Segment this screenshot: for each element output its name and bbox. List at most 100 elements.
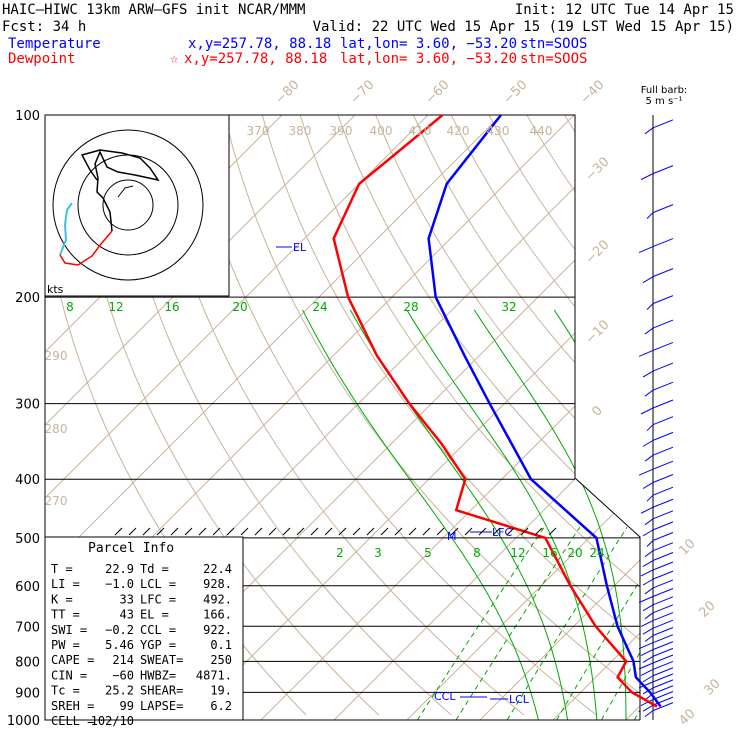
wind-barb-flag xyxy=(638,642,654,650)
wind-barb-flag xyxy=(644,454,654,462)
parcel-cell: 22.4 xyxy=(203,562,232,576)
parcel-cell: 166. xyxy=(203,608,232,622)
hatch-mark xyxy=(352,527,361,536)
hatch-mark xyxy=(184,527,193,536)
wind-barb xyxy=(652,446,674,456)
wind-barb xyxy=(652,510,674,520)
parcel-cell: EL = xyxy=(140,608,169,622)
wind-barb-flag xyxy=(642,276,654,284)
theta-label: 280 xyxy=(45,422,68,436)
wind-barb xyxy=(652,654,674,664)
dry-adiabat xyxy=(299,115,640,716)
wind-barb xyxy=(652,341,674,351)
moist-adiabat-label: 20 xyxy=(232,300,247,314)
pressure-tick-label: 500 xyxy=(15,532,40,547)
parcel-cell: 492. xyxy=(203,592,232,606)
wind-barb-flag xyxy=(638,349,654,357)
wind-barb-flag xyxy=(640,173,654,181)
hatch-mark xyxy=(128,527,137,536)
init-time: Init: 12 UTC Tue 14 Apr 15 xyxy=(515,2,734,18)
parcel-cell: 43 xyxy=(120,608,134,622)
hatch-mark xyxy=(464,527,473,536)
wind-barb xyxy=(652,295,674,305)
wind-barb-flag xyxy=(644,635,654,642)
hatch-mark xyxy=(338,527,347,536)
theta-label: 390 xyxy=(330,124,353,138)
isotherm-line xyxy=(45,115,429,720)
plot-frame xyxy=(45,114,641,720)
parcel-cell: Td = xyxy=(140,562,169,576)
theta-label: 400 xyxy=(370,124,393,138)
m-marker: M xyxy=(447,530,457,543)
wind-barb xyxy=(652,696,674,706)
parcel-cell: YGP = xyxy=(140,638,176,652)
wind-barb xyxy=(652,399,674,409)
dry-adiabat xyxy=(716,115,740,715)
wind-barb xyxy=(652,552,674,561)
wind-barb-flag xyxy=(644,587,654,595)
hatch-mark xyxy=(394,527,403,536)
wind-barb-flag xyxy=(642,482,654,489)
parcel-cell: 19. xyxy=(210,684,232,698)
isotherm-line xyxy=(187,115,640,720)
isotherm-label: −30 xyxy=(583,155,613,185)
dry-adiabat xyxy=(488,115,640,716)
parcel-info-box: Parcel Info T = 22.9 Td = 22.4 LI = −1.0 LCL = 9… xyxy=(44,536,244,728)
parcel-cell: HWBZ= xyxy=(140,668,176,682)
wind-barb-flag xyxy=(640,620,654,628)
hodograph-trace-upper xyxy=(80,149,160,232)
wind-barb-flag xyxy=(644,710,654,718)
dry-adiabat xyxy=(186,115,597,716)
pressure-tick-label: 900 xyxy=(15,686,40,701)
wind-barb-flag xyxy=(642,370,654,378)
wind-barb xyxy=(652,119,674,129)
wind-barb-flag xyxy=(644,550,654,558)
temperature-profile xyxy=(427,114,662,708)
wind-barb xyxy=(652,204,674,214)
wind-barb-flag xyxy=(638,246,654,254)
moist-adiabat-label: 28 xyxy=(403,300,418,314)
wind-barb xyxy=(652,570,674,580)
isotherm-label: 0 xyxy=(589,403,605,419)
wind-barb xyxy=(652,685,674,695)
parcel-cell: SWI = xyxy=(51,623,87,637)
wind-barb xyxy=(652,579,674,589)
wind-barb xyxy=(652,460,674,470)
moist-adiabat xyxy=(473,309,627,720)
hatch-mark xyxy=(156,527,165,536)
wind-barb xyxy=(652,532,674,541)
pressure-tick-label: 400 xyxy=(15,473,40,488)
mixing-ratio-label: 24 xyxy=(589,546,604,560)
hodograph-hook xyxy=(117,185,134,198)
moist-adiabat xyxy=(302,309,539,720)
wind-barb xyxy=(652,561,674,571)
wind-barb-flag xyxy=(642,675,654,683)
isotherm-label: 10 xyxy=(676,536,698,558)
moist-adiabat xyxy=(714,310,740,720)
parcel-cell: 22.9 xyxy=(105,562,134,576)
isotherm-line xyxy=(625,115,640,720)
mixing-ratio-label: 12 xyxy=(510,546,525,560)
model-title: HAIC–HIWC 13km ARW–GFS init NCAR/MMM xyxy=(2,2,305,18)
hatch-mark xyxy=(324,527,333,536)
isotherm-label: −10 xyxy=(583,318,613,348)
wind-barb-flag xyxy=(644,518,654,526)
temperature-xy: x,y=257.78, 88.18 xyxy=(188,36,331,52)
hatch-mark xyxy=(408,527,417,536)
parcel-cell: 0.1 xyxy=(210,638,232,652)
parcel-cell: SREH = xyxy=(51,699,94,713)
dry-adiabat xyxy=(261,115,640,716)
hodograph-ring xyxy=(52,129,204,281)
parcel-cell: CELL = xyxy=(51,714,94,728)
wind-barb xyxy=(652,604,674,614)
wind-barb-flag xyxy=(644,389,654,397)
barb-legend-title: Full barb: xyxy=(641,85,688,96)
wind-barb-flag xyxy=(646,494,654,502)
isotherm-line xyxy=(260,115,640,720)
hodograph-inset: kts xyxy=(44,114,230,297)
mixing-ratio-label: 5 xyxy=(424,546,432,560)
moist-adiabat-label: 24 xyxy=(312,300,327,314)
hodograph-frame xyxy=(44,114,230,297)
wind-barb xyxy=(652,634,674,644)
wind-barb xyxy=(652,641,674,651)
